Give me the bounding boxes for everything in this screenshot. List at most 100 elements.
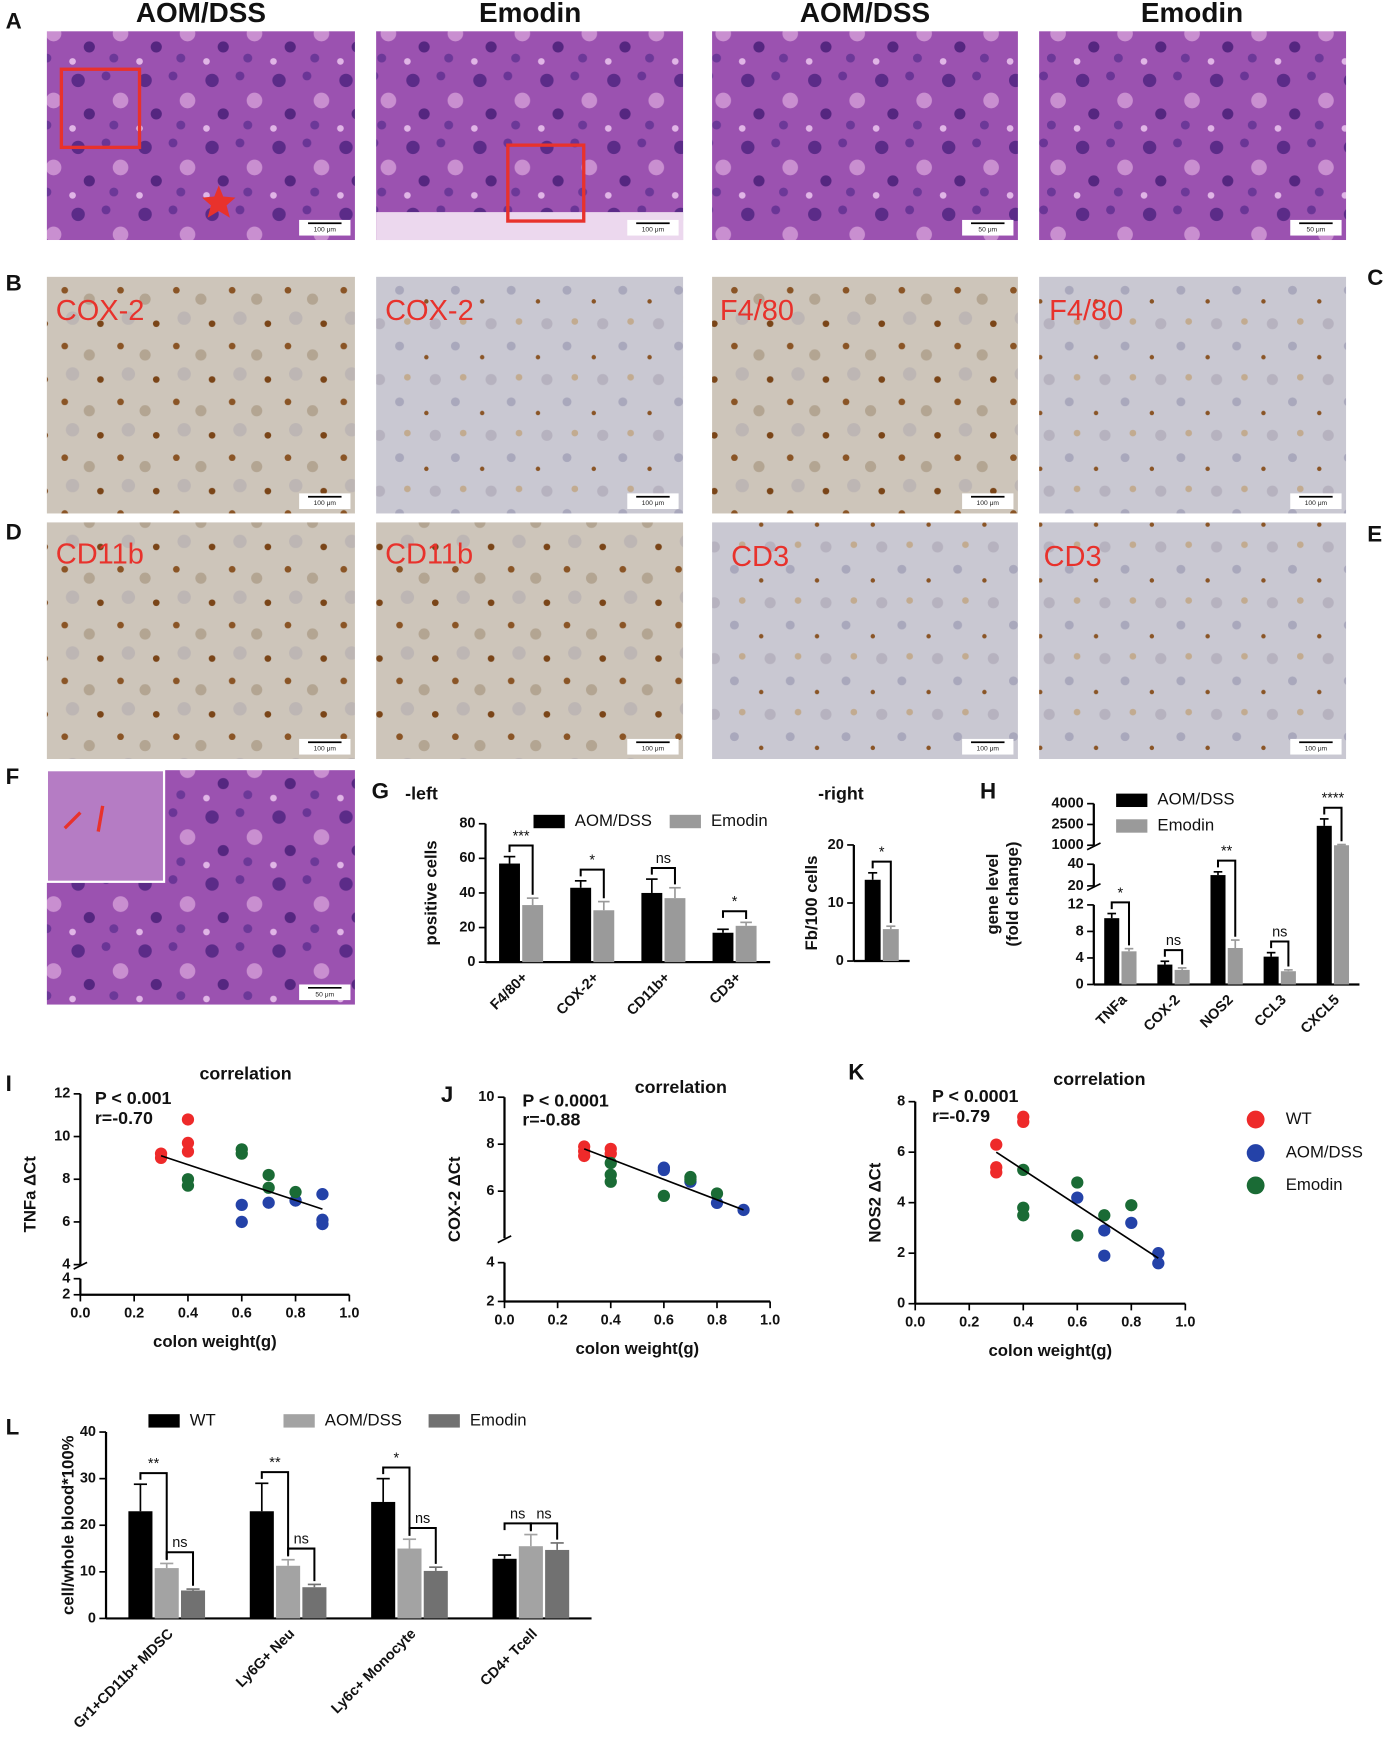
x-tick-label: 0.8	[285, 1306, 305, 1322]
legend-swatch	[428, 1414, 460, 1428]
panel-letter: I	[6, 1071, 12, 1096]
scatter-point	[181, 1145, 195, 1158]
scatter-point	[990, 1138, 1003, 1151]
x-tick-label: Ly6c+ Monocyte	[328, 1626, 419, 1717]
y-tick-label: 1000	[1051, 837, 1083, 853]
scatter-point	[316, 1217, 329, 1231]
panel-letter: E	[1367, 522, 1382, 547]
arrow-marker	[63, 811, 82, 830]
highlight-box	[506, 143, 586, 223]
x-tick-label: CXCL5	[1298, 992, 1343, 1037]
legend-swatch	[1246, 1176, 1265, 1195]
bar	[371, 1501, 396, 1619]
y-axis-label: COX-2 ΔCt	[445, 1156, 464, 1242]
scatter-point	[181, 1179, 195, 1192]
y-tick-label: 0	[1076, 976, 1084, 992]
significance-label: *	[394, 1450, 400, 1466]
x-tick-label: 0.4	[601, 1312, 621, 1328]
arrow-marker	[96, 805, 105, 832]
scatter-point	[710, 1196, 724, 1210]
panel-letter: L	[6, 1415, 20, 1440]
y-tick-label: 20	[1068, 878, 1084, 894]
column-header: AOM/DSS	[136, 0, 266, 28]
y-tick-label: 4	[897, 1195, 905, 1211]
bar	[128, 1511, 153, 1619]
column-header: Emodin	[1141, 0, 1243, 28]
bar	[1227, 948, 1243, 985]
trend-line	[160, 1154, 323, 1210]
panel-letter: J	[441, 1082, 453, 1107]
bar	[1316, 825, 1332, 985]
stain-label: COX-2	[56, 295, 145, 327]
column-header: AOM/DSS	[800, 0, 930, 28]
highlight-box	[59, 67, 142, 150]
bar	[1210, 875, 1226, 985]
significance-bracket	[508, 844, 534, 895]
scatter-point	[1071, 1176, 1084, 1189]
annotation: P < 0.0001	[932, 1086, 1019, 1106]
y-axis-label: cell/whole blood*100%	[59, 1435, 78, 1615]
scatter-point	[181, 1113, 195, 1126]
x-tick-label: 0.4	[1013, 1314, 1033, 1330]
scatter-point	[235, 1198, 248, 1211]
legend-label: AOM/DSS	[575, 811, 652, 830]
bar	[302, 1587, 327, 1619]
scale-bar-label: 100 μm	[1305, 746, 1328, 753]
significance-label: ns	[294, 1531, 309, 1547]
scatter-point	[657, 1189, 671, 1202]
bar	[1174, 969, 1190, 985]
chart-title: -right	[818, 783, 864, 803]
scale-bar-label: 100 μm	[977, 746, 1000, 753]
significance-label: ns	[536, 1506, 551, 1522]
significance-bracket	[1110, 901, 1131, 946]
axis-break	[497, 1235, 512, 1244]
y-tick-label: 12	[54, 1086, 70, 1102]
y-tick-label: 4000	[1051, 795, 1083, 811]
scale-bar-label: 50 μm	[1307, 227, 1326, 234]
inset	[45, 769, 166, 883]
scale-bar-label: 100 μm	[314, 500, 337, 507]
scale-bar-label: 100 μm	[1305, 500, 1328, 507]
scatter-point	[1152, 1257, 1165, 1270]
bar	[864, 879, 881, 962]
y-tick-label: 40	[80, 1424, 96, 1440]
micrograph	[1039, 31, 1347, 241]
legend-swatch	[148, 1414, 180, 1428]
micrograph	[46, 31, 355, 241]
y-axis-label: (fold change)	[1003, 842, 1022, 947]
x-tick-label: CD3+	[707, 970, 745, 1008]
x-tick-label: COX-2+	[554, 970, 603, 1019]
x-tick-label: Ly6G+ Neu	[233, 1626, 298, 1691]
y-tick-label: 20	[459, 919, 475, 935]
panel-letter: H	[980, 778, 996, 803]
bar	[735, 925, 757, 963]
significance-bracket	[1323, 806, 1343, 842]
legend-swatch	[1116, 819, 1148, 833]
significance-bracket	[503, 1522, 532, 1532]
significance-label: ****	[1322, 791, 1345, 807]
significance-label: ns	[1272, 924, 1287, 940]
bar	[1333, 845, 1350, 985]
y-tick-label: 40	[459, 885, 475, 901]
significance-bracket	[1270, 940, 1290, 967]
significance-bracket	[139, 1472, 168, 1561]
bar	[641, 892, 663, 963]
annotation: r=-0.88	[522, 1109, 580, 1129]
y-tick-label: 0	[467, 954, 475, 970]
axis-break	[1086, 842, 1101, 851]
scale-bar-label: 50 μm	[978, 227, 997, 234]
scatter-point	[316, 1188, 329, 1201]
y-tick-label: 4	[62, 1256, 70, 1272]
x-tick-label: 0.6	[1067, 1314, 1087, 1330]
stain-label: CD11b	[385, 539, 473, 571]
micrograph	[712, 276, 1018, 514]
scatter-point	[235, 1147, 248, 1160]
scatter-point	[604, 1175, 617, 1188]
significance-bracket	[382, 1466, 411, 1536]
scale-bar-label: 50 μm	[315, 991, 334, 998]
significance-label: *	[732, 894, 738, 910]
bar	[1280, 971, 1296, 985]
scale-bar-label: 100 μm	[642, 746, 665, 753]
bar	[522, 905, 544, 963]
